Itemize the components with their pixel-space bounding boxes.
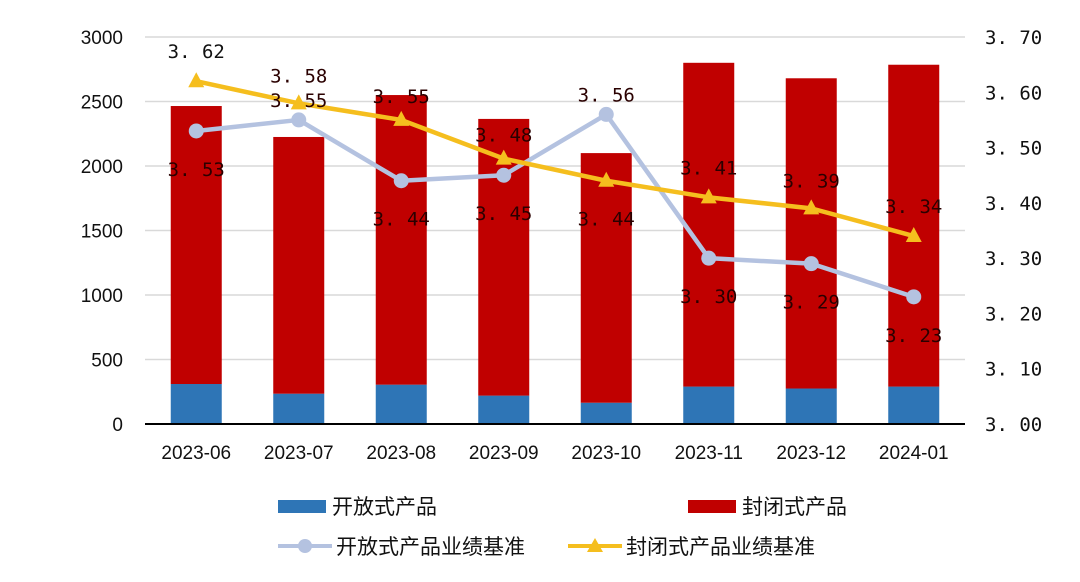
right-axis-tick-label: 3. 70 bbox=[985, 27, 1042, 49]
right-axis-tick-label: 3. 40 bbox=[985, 193, 1042, 215]
x-axis-tick-label: 2023-09 bbox=[469, 443, 539, 464]
marker-open-benchmark bbox=[496, 167, 512, 183]
legend-item-closed-benchmark: 封闭式产品业绩基准 bbox=[568, 531, 815, 561]
data-label-open-benchmark: 3. 23 bbox=[885, 325, 942, 347]
marker-closed-benchmark bbox=[598, 171, 615, 187]
data-label-open-benchmark: 3. 29 bbox=[783, 292, 840, 314]
marker-open-benchmark bbox=[803, 256, 819, 272]
left-axis-tick-label: 3000 bbox=[81, 28, 123, 49]
right-axis-tick-label: 3. 00 bbox=[985, 414, 1042, 436]
legend-label: 封闭式产品业绩基准 bbox=[626, 535, 815, 559]
data-label-open-benchmark: 3. 45 bbox=[475, 203, 532, 225]
marker-open-benchmark bbox=[393, 173, 409, 189]
bar-open-products bbox=[888, 386, 940, 424]
marker-closed-benchmark bbox=[905, 227, 922, 243]
x-axis-tick-label: 2023-10 bbox=[571, 443, 641, 464]
data-label-closed-benchmark: 3. 44 bbox=[578, 209, 635, 231]
bar-closed-products bbox=[580, 153, 632, 403]
legend-triangle-marker-icon bbox=[568, 538, 622, 552]
bar-closed-products bbox=[888, 64, 940, 387]
bar-open-products bbox=[785, 388, 837, 424]
legend-swatch-open-products bbox=[278, 499, 326, 513]
legend-label: 开放式产品业绩基准 bbox=[336, 535, 525, 559]
left-axis-tick-label: 1000 bbox=[81, 286, 123, 307]
data-label-open-benchmark: 3. 30 bbox=[680, 286, 737, 308]
bar-closed-products bbox=[375, 95, 427, 385]
x-axis-tick-label: 2023-12 bbox=[776, 443, 846, 464]
data-label-open-benchmark: 3. 44 bbox=[373, 209, 430, 231]
marker-closed-benchmark bbox=[803, 199, 820, 215]
x-axis-tick-label: 2023-11 bbox=[675, 443, 743, 464]
bar-closed-products bbox=[683, 62, 735, 387]
bar-open-products bbox=[580, 402, 632, 424]
left-axis-tick-label: 0 bbox=[112, 415, 123, 436]
data-label-closed-benchmark: 3. 41 bbox=[680, 157, 737, 179]
data-label-open-benchmark: 3. 55 bbox=[270, 90, 327, 112]
right-axis-tick-label: 3. 50 bbox=[985, 138, 1042, 160]
bar-open-products bbox=[478, 395, 530, 424]
legend-label: 封闭式产品 bbox=[742, 495, 847, 519]
marker-closed-benchmark bbox=[393, 110, 410, 126]
x-axis-tick-label: 2023-08 bbox=[366, 443, 436, 464]
data-label-closed-benchmark: 3. 48 bbox=[475, 125, 532, 147]
bar-open-products bbox=[683, 386, 735, 424]
marker-open-benchmark bbox=[906, 289, 922, 305]
left-axis-tick-label: 2500 bbox=[81, 93, 123, 114]
line-closed-benchmark bbox=[195, 79, 915, 239]
marker-closed-benchmark bbox=[700, 188, 717, 204]
legend-item-open-products: 开放式产品 bbox=[278, 491, 688, 521]
marker-open-benchmark bbox=[598, 106, 614, 122]
data-label-open-benchmark: 3. 53 bbox=[168, 159, 225, 181]
left-axis-tick-label: 1500 bbox=[81, 222, 123, 243]
left-axis-tick-label: 2000 bbox=[81, 157, 123, 178]
data-label-closed-benchmark: 3. 62 bbox=[168, 41, 225, 63]
left-axis-tick-label: 500 bbox=[91, 351, 123, 372]
marker-open-benchmark bbox=[291, 112, 307, 128]
marker-open-benchmark bbox=[701, 250, 717, 266]
legend: 开放式产品 封闭式产品 开放式产品业绩基准 封闭式产品业绩基准 bbox=[278, 486, 898, 566]
bar-closed-products bbox=[273, 136, 325, 394]
data-label-closed-benchmark: 3. 34 bbox=[885, 196, 942, 218]
bar-closed-products bbox=[785, 78, 837, 389]
right-axis-tick-label: 3. 60 bbox=[985, 82, 1042, 104]
right-axis-tick-label: 3. 20 bbox=[985, 303, 1042, 325]
data-label-open-benchmark: 3. 56 bbox=[578, 84, 635, 106]
data-label-closed-benchmark: 3. 39 bbox=[783, 170, 840, 192]
legend-item-open-benchmark: 开放式产品业绩基准 bbox=[278, 531, 568, 561]
bar-closed-products bbox=[170, 106, 222, 385]
legend-label: 开放式产品 bbox=[332, 495, 437, 519]
legend-swatch-closed-products bbox=[688, 499, 736, 513]
x-axis-tick-label: 2023-07 bbox=[264, 443, 334, 464]
data-label-closed-benchmark: 3. 58 bbox=[270, 65, 327, 87]
marker-closed-benchmark bbox=[290, 94, 307, 110]
marker-closed-benchmark bbox=[495, 149, 512, 165]
bar-open-products bbox=[375, 384, 427, 424]
right-axis-tick-label: 3. 10 bbox=[985, 359, 1042, 381]
x-axis-tick-label: 2023-06 bbox=[161, 443, 231, 464]
legend-item-closed-products: 封闭式产品 bbox=[688, 491, 847, 521]
bar-open-products bbox=[273, 393, 325, 424]
data-label-closed-benchmark: 3. 55 bbox=[373, 86, 430, 108]
marker-open-benchmark bbox=[188, 123, 204, 139]
bar-open-products bbox=[170, 384, 222, 424]
marker-closed-benchmark bbox=[188, 72, 205, 88]
legend-circle-marker-icon bbox=[278, 539, 332, 553]
x-axis-tick-label: 2024-01 bbox=[879, 443, 949, 464]
right-axis-tick-label: 3. 30 bbox=[985, 248, 1042, 270]
line-open-benchmark bbox=[196, 112, 915, 299]
